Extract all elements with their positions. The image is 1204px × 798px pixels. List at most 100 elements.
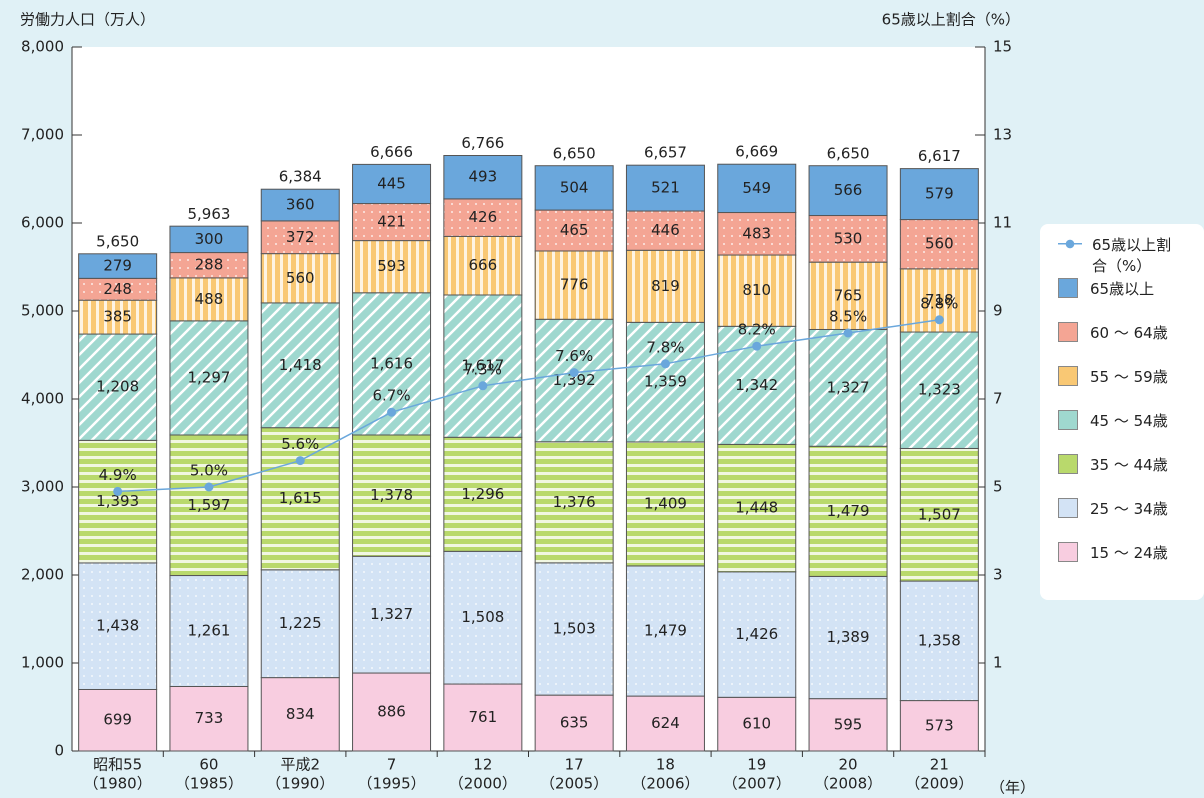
line-point [387,407,397,417]
bar-segment [169,434,249,577]
bar-segment [78,688,158,752]
data-label: 610 [742,715,771,733]
data-label: 521 [651,179,680,197]
y2-axis-title: 65歳以上割合（%） [882,11,1020,29]
y2-tick-label: 1 [993,654,1003,672]
line-label: 8.2% [738,321,776,339]
line-point [660,359,670,369]
data-label: 579 [925,185,954,203]
data-label: 560 [286,269,315,287]
data-label: 1,508 [461,608,504,626]
x-tick-sublabel: （2007） [723,775,791,793]
total-label: 6,666 [370,143,413,161]
y2-tick-label: 9 [993,302,1003,320]
bar-segment [625,565,705,697]
x-tick-sublabel: （1985） [175,775,243,793]
legend-item: 25 ～ 34歳 [1058,498,1204,542]
data-label: 560 [925,235,954,253]
bar-segment [534,562,614,696]
bar-segment [534,318,614,443]
total-label: 6,657 [644,144,687,162]
total-label: 6,617 [918,147,961,165]
line-point [295,456,305,466]
line-label: 7.3% [464,360,502,378]
data-label: 1,225 [279,614,322,632]
data-label: 1,448 [735,499,778,517]
data-label: 1,393 [96,492,139,510]
data-label: 530 [834,229,863,247]
data-label: 834 [286,705,315,723]
data-label: 1,358 [918,631,961,649]
line-label: 7.6% [555,347,593,365]
data-label: 733 [195,709,224,727]
bar-segment [717,254,797,327]
data-label: 1,327 [827,378,870,396]
y2-tick-label: 3 [993,566,1003,584]
data-label: 810 [742,281,771,299]
data-label: 566 [834,181,863,199]
legend-label: 25 ～ 34歳 [1090,500,1168,518]
data-label: 593 [377,257,406,275]
data-label: 1,342 [735,376,778,394]
bar-segment [260,427,340,571]
data-label: 1,389 [827,628,870,646]
bar-segment [625,321,705,443]
total-label: 6,650 [553,144,596,162]
data-label: 248 [103,280,132,298]
line-label: 8.8% [920,294,958,312]
y-tick-label: 2,000 [21,566,64,584]
data-label: 1,323 [918,381,961,399]
bar-segment [443,550,523,685]
bar-segment [352,672,432,752]
line-label: 5.0% [190,462,228,480]
data-label: 465 [560,221,589,239]
y-tick-label: 1,000 [21,654,64,672]
total-label: 6,650 [827,144,870,162]
data-label: 1,617 [461,357,504,375]
data-label: 1,392 [553,371,596,389]
data-label: 549 [742,179,771,197]
legend-item: 15 ～ 24歳 [1058,542,1204,586]
x-tick-sublabel: （1990） [266,775,334,793]
data-label: 1,261 [187,622,230,640]
y-tick-label: 8,000 [21,38,64,56]
data-label: 1,418 [279,356,322,374]
bar-segment [717,443,797,573]
data-label: 886 [377,703,406,721]
line-label: 7.8% [646,338,684,356]
bar-segment [899,580,979,702]
data-label: 699 [103,711,132,729]
x-tick-label: 12 [473,756,492,774]
data-label: 1,208 [96,378,139,396]
bar-segment [443,155,523,200]
legend-item: 35 ～ 44歳 [1058,454,1204,498]
data-label: 1,327 [370,605,413,623]
y-tick-label: 6,000 [21,214,64,232]
x-tick-label: 19 [747,756,766,774]
legend-swatch [1058,454,1078,474]
total-label: 6,669 [735,143,778,161]
legend-swatch [1058,278,1078,298]
data-label: 1,507 [918,505,961,523]
x-tick-label: 21 [930,756,949,774]
x-tick-sublabel: （2008） [814,775,882,793]
bar-segment [352,240,432,294]
bar-segment [260,302,340,429]
data-label: 426 [469,208,498,226]
bar-segment [899,168,979,221]
bar-segment [534,250,614,320]
bar-segment [260,188,340,222]
total-label: 6,766 [461,134,504,152]
x-tick-label: 7 [387,756,397,774]
bar-segment [808,261,888,330]
data-label: 1,426 [735,625,778,643]
y-tick-label: 7,000 [21,126,64,144]
bar-segment [625,210,705,251]
bar-segment [169,277,249,322]
y2-tick-label: 15 [993,38,1012,56]
legend-item: 60 ～ 64歳 [1058,322,1204,366]
data-label: 493 [469,168,498,186]
x-tick-sublabel: （1980） [84,775,152,793]
data-label: 1,597 [187,496,230,514]
